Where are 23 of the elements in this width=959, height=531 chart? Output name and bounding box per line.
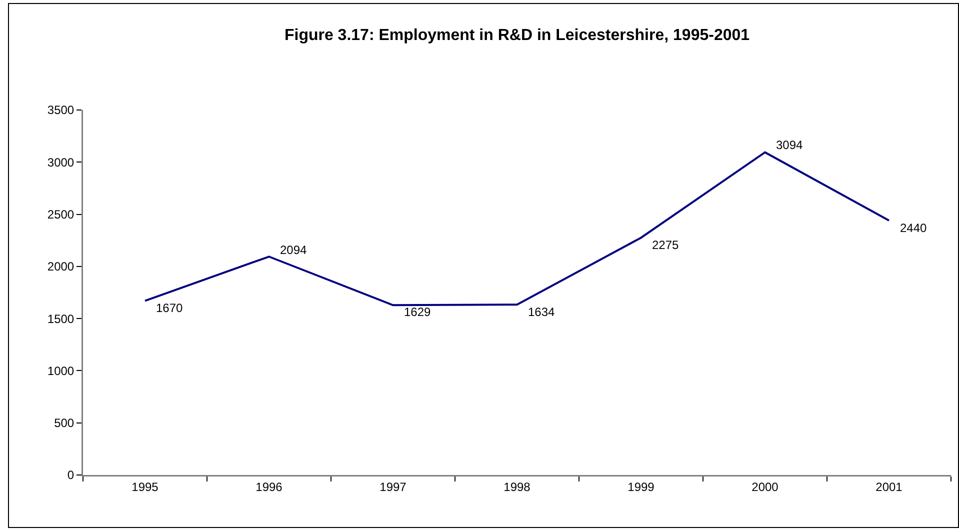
x-tick-label: 1996 xyxy=(256,480,283,494)
data-label: 1634 xyxy=(528,305,556,319)
data-label: 3094 xyxy=(776,138,804,152)
y-tick-label: 1500 xyxy=(47,312,74,326)
x-tick-label: 2000 xyxy=(752,480,779,494)
data-label: 2440 xyxy=(900,221,928,235)
data-label: 1629 xyxy=(404,305,432,319)
y-tick-label: 3500 xyxy=(47,103,74,118)
x-tick-label: 1999 xyxy=(628,480,655,494)
chart-title: Figure 3.17: Employment in R&D in Leicestershire, 1995-2001 xyxy=(284,27,750,44)
data-label: 2275 xyxy=(652,238,680,252)
x-tick-label: 1998 xyxy=(504,480,531,494)
data-label: 1670 xyxy=(156,301,184,315)
data-label: 2094 xyxy=(280,243,308,257)
x-tick-label: 1995 xyxy=(132,480,159,494)
y-tick-label: 0 xyxy=(67,468,74,482)
y-tick-label: 2500 xyxy=(47,207,74,222)
y-tick-label: 1000 xyxy=(47,364,74,378)
y-tick-label: 2000 xyxy=(47,260,74,274)
y-tick-label: 500 xyxy=(54,416,74,430)
x-tick-label: 2001 xyxy=(876,480,903,494)
x-tick-label: 1997 xyxy=(380,480,407,494)
y-tick-label: 3000 xyxy=(47,155,74,170)
